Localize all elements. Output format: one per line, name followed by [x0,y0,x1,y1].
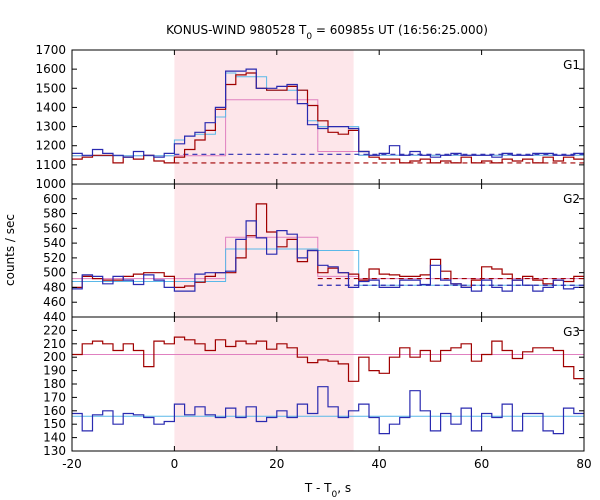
data-series-blue [72,220,584,292]
data-series-red [72,336,584,382]
y-tick-label: 130 [43,444,66,458]
y-tick-label: 190 [43,364,66,378]
y-tick-label: 520 [43,251,66,265]
y-tick-label: 1700 [35,43,66,57]
panel-label: G1 [563,58,580,72]
y-tick-label: 580 [43,207,66,221]
y-tick-label: 210 [43,337,66,351]
y-tick-label: 160 [43,404,66,418]
y-tick-label: 170 [43,390,66,404]
y-tick-label: 460 [43,295,66,309]
x-tick-label: 0 [171,457,179,471]
y-tick-label: 1100 [35,158,66,172]
y-tick-label: 1300 [35,120,66,134]
y-axis-title: counts / sec [3,214,17,286]
y-tick-label: 1400 [35,100,66,114]
y-tick-label: 180 [43,377,66,391]
y-tick-label: 500 [43,266,66,280]
data-series-blue [72,386,584,435]
y-tick-label: 540 [43,236,66,250]
panel-label: G3 [563,325,580,339]
y-tick-label: 150 [43,417,66,431]
x-tick-label: 40 [372,457,387,471]
y-tick-label: 440 [43,310,66,324]
data-series-blue [72,68,584,158]
y-tick-label: 1200 [35,139,66,153]
y-tick-label: 1600 [35,62,66,76]
x-tick-label: 80 [576,457,591,471]
y-tick-label: 480 [43,280,66,294]
y-tick-label: 1000 [35,177,66,191]
x-tick-label: 20 [269,457,284,471]
y-tick-label: 140 [43,431,66,445]
y-tick-label: 600 [43,192,66,206]
panel-label: G2 [563,192,580,206]
y-tick-label: 560 [43,221,66,235]
model-line-cyan [72,248,584,286]
y-tick-label: 1500 [35,81,66,95]
x-tick-label: -20 [62,457,82,471]
y-tick-label: 220 [43,323,66,337]
x-axis-title: T - T0, s [304,481,351,500]
chart-title: KONUS-WIND 980528 T0 = 60985s UT (16:56:… [166,23,488,42]
data-series-red [72,203,584,288]
data-series-red [72,72,584,164]
y-tick-label: 200 [43,350,66,364]
x-tick-label: 60 [474,457,489,471]
